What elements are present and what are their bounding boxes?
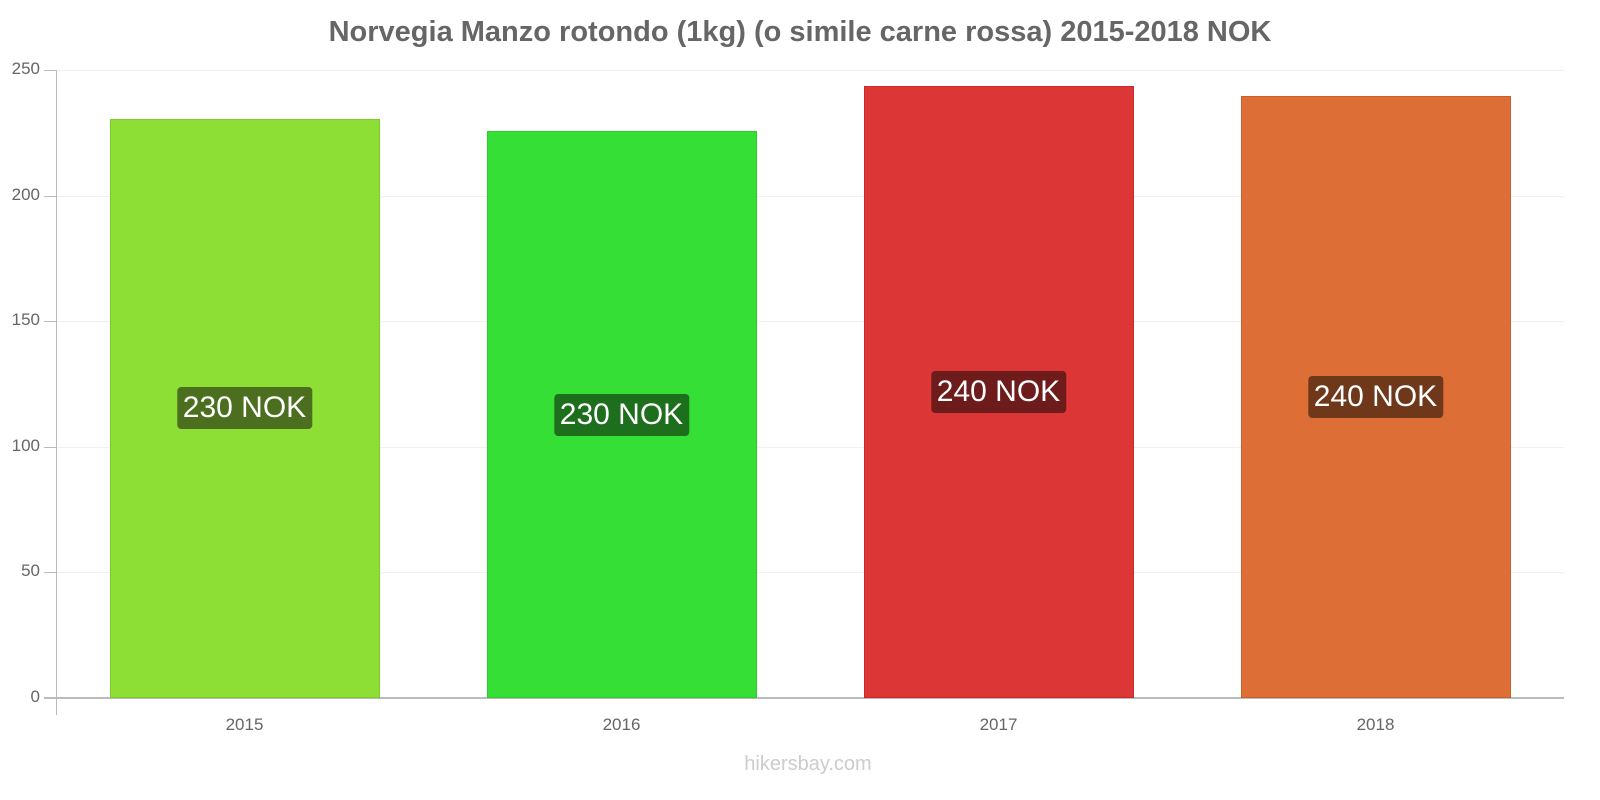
y-tick-label: 100 — [11, 435, 40, 455]
x-tick-label: 2017 — [979, 715, 1018, 734]
gridline — [56, 572, 1564, 574]
y-tick-mark — [44, 195, 56, 197]
x-tick-label: 2016 — [602, 715, 641, 734]
chart-title: Norvegia Manzo rotondo (1kg) (o simile c… — [328, 16, 1272, 48]
bar-value-label: 230 NOK — [176, 387, 313, 430]
y-tick-mark — [44, 321, 56, 323]
y-tick-label: 150 — [11, 310, 40, 330]
x-tick-label: 2018 — [1356, 715, 1395, 734]
y-tick-label: 200 — [11, 184, 40, 204]
x-axis-line — [44, 697, 1564, 699]
watermark: hikersbay.com — [744, 753, 872, 775]
plot-area — [56, 70, 1564, 698]
gridline — [56, 70, 1564, 71]
y-tick-mark — [44, 698, 56, 699]
y-tick-mark — [44, 446, 56, 448]
bar-value-label: 240 NOK — [1307, 376, 1444, 419]
bar-value-label: 240 NOK — [930, 371, 1067, 414]
y-tick-mark — [44, 70, 56, 71]
gridline — [56, 446, 1564, 448]
y-tick-label: 50 — [21, 561, 40, 581]
x-tick-label: 2015 — [225, 715, 264, 734]
y-tick-label: 250 — [11, 59, 40, 78]
gridline — [56, 321, 1564, 323]
y-axis-line — [56, 70, 57, 715]
gridline — [56, 195, 1564, 197]
y-tick-mark — [44, 572, 56, 574]
bar-value-label: 230 NOK — [553, 393, 690, 436]
y-tick-label: 0 — [30, 687, 40, 706]
